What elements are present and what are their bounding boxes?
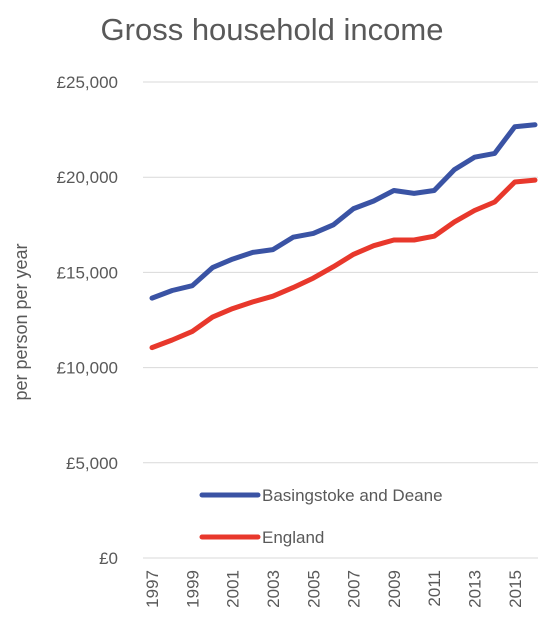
x-tick-label: 1999 (183, 570, 202, 608)
x-tick-label: 2003 (264, 570, 283, 608)
series-line-england (149, 177, 538, 351)
y-axis-tick-labels: £0 £5,000 £10,000 £15,000 £20,000 £25,000 (57, 73, 118, 568)
x-tick-label: 2009 (385, 570, 404, 608)
y-tick-label: £10,000 (57, 359, 118, 378)
y-tick-label: £15,000 (57, 263, 118, 282)
legend-label: Basingstoke and Deane (262, 486, 443, 505)
x-tick-label: 2015 (506, 570, 525, 608)
legend: Basingstoke and Deane England (199, 486, 443, 547)
x-tick-label: 2005 (304, 570, 323, 608)
x-tick-label: 2007 (345, 570, 364, 608)
series-line-basingstoke-and-deane (149, 122, 538, 301)
y-axis-label: per person per year (11, 243, 31, 400)
x-tick-label: 2013 (466, 570, 485, 608)
y-tick-label: £25,000 (57, 73, 118, 92)
x-tick-label: 1997 (143, 570, 162, 608)
legend-item: Basingstoke and Deane (199, 486, 443, 505)
x-tick-label: 2011 (425, 570, 444, 607)
y-tick-label: £20,000 (57, 168, 118, 187)
legend-label: England (262, 528, 324, 547)
x-axis-tick-labels: 1997 1999 2001 2003 2005 2007 2009 2011 2013 2015 (143, 570, 525, 608)
y-tick-label: £5,000 (66, 454, 118, 473)
series-lines (149, 122, 538, 351)
x-tick-label: 2001 (224, 570, 243, 608)
legend-item: England (199, 528, 324, 547)
chart-title: Gross household income (101, 12, 444, 47)
y-tick-label: £0 (99, 549, 118, 568)
